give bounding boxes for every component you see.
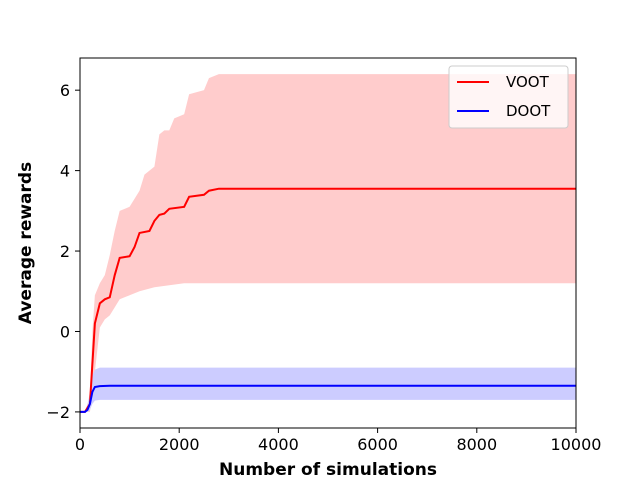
series-lines xyxy=(80,187,576,413)
plot-frame xyxy=(79,57,577,429)
x-axis-label: Number of simulations xyxy=(219,460,437,480)
legend-label-voot: VOOT xyxy=(506,73,550,91)
x-axis-ticks: 0 2000 4000 6000 8000 10000 xyxy=(75,428,602,454)
x-tick-label: 4000 xyxy=(258,435,299,454)
series-line-voot xyxy=(80,187,576,413)
band-voot xyxy=(80,74,576,412)
band-doot xyxy=(80,367,576,412)
confidence-bands xyxy=(80,74,576,412)
y-tick-label: 6 xyxy=(60,81,70,100)
x-tick-label: 10000 xyxy=(551,435,602,454)
y-tick-label: 0 xyxy=(60,322,70,341)
y-tick-label: −2 xyxy=(46,403,70,422)
x-tick-label: 6000 xyxy=(357,435,398,454)
x-tick-label: 2000 xyxy=(159,435,200,454)
y-tick-label: 4 xyxy=(60,162,70,181)
legend: VOOT DOOT xyxy=(448,65,569,129)
y-axis-ticks: −2 0 2 4 6 xyxy=(46,81,80,422)
series-line-doot xyxy=(80,384,576,413)
y-tick-label: 2 xyxy=(60,242,70,261)
x-tick-label: 0 xyxy=(75,435,85,454)
legend-label-doot: DOOT xyxy=(506,102,551,120)
x-tick-label: 8000 xyxy=(456,435,497,454)
y-axis-label: Average rewards xyxy=(16,162,36,324)
